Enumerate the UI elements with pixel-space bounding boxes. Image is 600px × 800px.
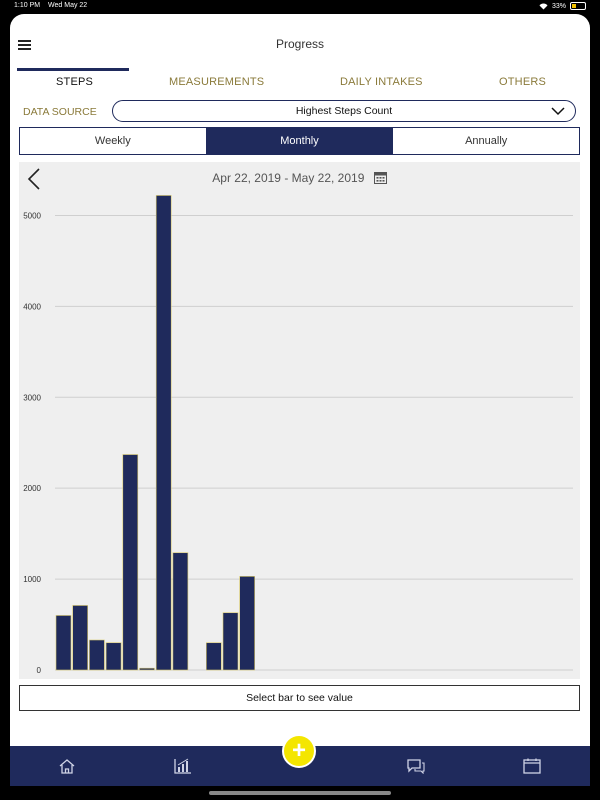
y-tick-label: 4000	[23, 302, 41, 311]
status-time: 1:10 PM	[14, 2, 41, 9]
steps-bar-chart: 0 1000 2000 3000 4000 5000	[23, 195, 573, 675]
wifi-icon	[539, 2, 548, 9]
home-indicator	[209, 791, 391, 795]
chart-bar[interactable]	[206, 642, 222, 671]
chart-bar[interactable]	[222, 612, 239, 671]
battery-percent: 33%	[551, 2, 566, 10]
plus-icon: +	[291, 737, 306, 764]
chevron-left-icon[interactable]	[27, 168, 41, 190]
calendar-icon[interactable]	[373, 171, 387, 184]
tab-measurements[interactable]: MEASUREMENTS	[169, 76, 265, 88]
page-title: Progress	[275, 37, 325, 51]
chart-bar[interactable]	[139, 667, 155, 671]
chart-bar[interactable]	[122, 454, 139, 671]
calendar-nav-icon[interactable]	[523, 758, 541, 774]
chart-bar[interactable]	[172, 552, 189, 671]
y-tick-label: 1000	[23, 575, 41, 584]
y-tick-label: 5000	[23, 211, 41, 220]
chart-panel: Apr 22, 2019 - May 22, 2019 0 1000 2000 300…	[19, 162, 580, 679]
data-source-dropdown[interactable]: Highest Steps Count	[112, 100, 576, 122]
y-tick-label: 3000	[23, 393, 41, 402]
chart-bar[interactable]	[105, 642, 122, 671]
status-bar: 1:10 PM Wed May 22 33%	[0, 0, 600, 14]
messages-icon[interactable]	[406, 758, 426, 774]
category-tabs: STEPS MEASUREMENTS DAILY INTAKES OTHERS	[10, 68, 590, 96]
home-icon[interactable]	[58, 758, 76, 774]
date-range: Apr 22, 2019 - May 22, 2019	[19, 171, 580, 185]
tab-others[interactable]: OTHERS	[499, 76, 547, 88]
select-bar-hint: Select bar to see value	[19, 685, 580, 711]
chart-bar[interactable]	[72, 605, 89, 671]
active-tab-indicator	[17, 68, 129, 71]
period-monthly[interactable]: Monthly	[205, 128, 393, 154]
progress-chart-icon[interactable]	[174, 758, 192, 774]
chart-bar[interactable]	[55, 615, 72, 671]
period-selector: Weekly Monthly Annually	[19, 127, 580, 155]
chevron-down-icon	[551, 107, 565, 116]
chart-bar[interactable]	[89, 639, 105, 671]
y-tick-label: 0	[37, 666, 42, 675]
tab-daily-intakes[interactable]: DAILY INTAKES	[340, 76, 423, 88]
data-source-value: Highest Steps Count	[295, 105, 393, 117]
chart-bar[interactable]	[239, 576, 255, 671]
date-range-text: Apr 22, 2019 - May 22, 2019	[212, 171, 365, 185]
chart-bar[interactable]	[155, 195, 172, 671]
add-button[interactable]: +	[282, 734, 316, 768]
tab-steps[interactable]: STEPS	[56, 76, 94, 88]
period-annually[interactable]: Annually	[392, 128, 579, 154]
hamburger-menu-icon[interactable]	[18, 40, 31, 50]
data-source-label: DATA SOURCE	[23, 106, 97, 118]
header: Progress	[10, 14, 590, 72]
period-weekly[interactable]: Weekly	[94, 135, 131, 147]
app-screen: Progress STEPS MEASUREMENTS DAILY INTAKE…	[10, 14, 590, 786]
battery-icon	[570, 2, 586, 10]
status-date: Wed May 22	[48, 2, 88, 9]
y-tick-label: 2000	[23, 484, 41, 493]
